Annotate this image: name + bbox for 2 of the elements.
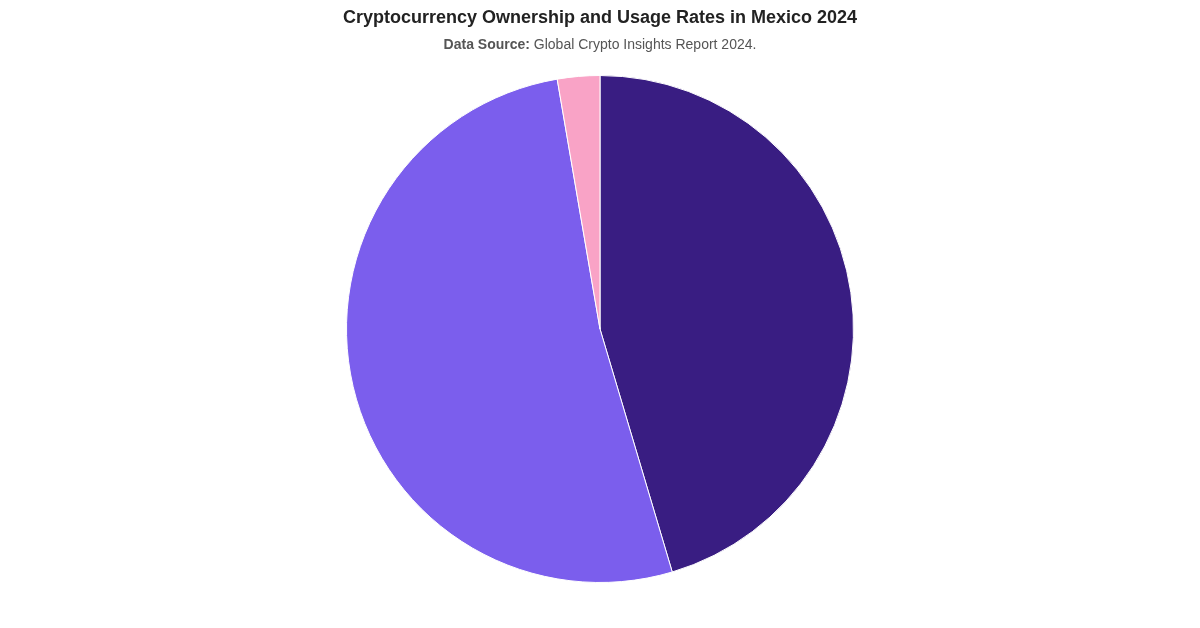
chart-subtitle: Data Source: Global Crypto Insights Report 2024.: [443, 36, 757, 52]
chart-title: Cryptocurrency Ownership and Usage Rates in Mexico 2024: [341, 7, 859, 28]
